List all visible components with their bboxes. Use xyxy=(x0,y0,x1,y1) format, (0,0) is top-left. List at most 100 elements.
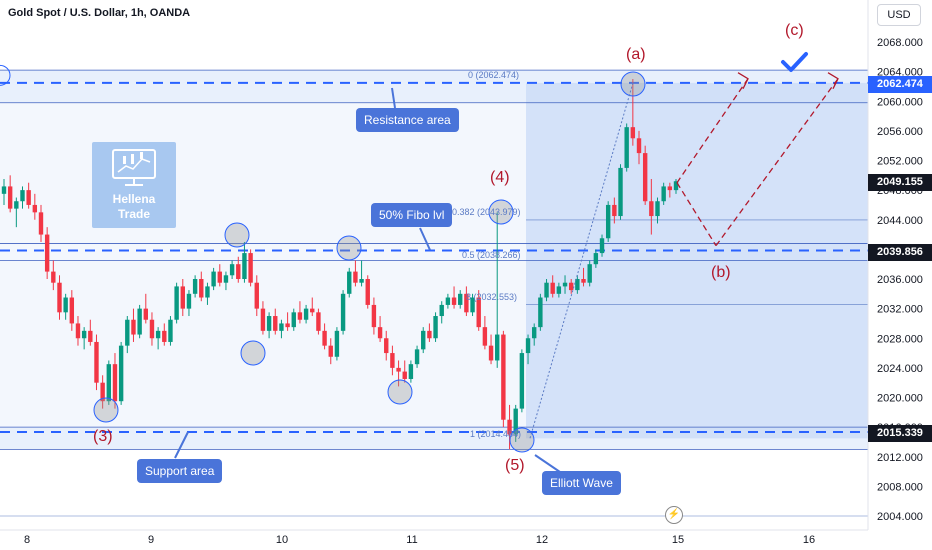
candle-body xyxy=(310,308,315,313)
candle xyxy=(192,275,198,298)
candle-body xyxy=(112,364,118,402)
candle-body xyxy=(211,271,216,287)
fib-label-1: 1 (2014.484) xyxy=(470,429,522,439)
candle-body xyxy=(125,319,130,346)
candle-body xyxy=(445,297,451,305)
candle xyxy=(303,304,309,324)
candle xyxy=(384,330,389,361)
candle-body xyxy=(673,181,679,191)
candle-body xyxy=(118,345,124,402)
candle-body xyxy=(581,279,586,283)
candle-body xyxy=(1,186,7,194)
candle xyxy=(347,267,352,298)
candle-body xyxy=(525,338,531,354)
candle-body xyxy=(575,279,580,291)
candle xyxy=(1,179,7,205)
candle-body xyxy=(180,286,185,309)
candle xyxy=(568,279,574,294)
candle xyxy=(661,182,666,205)
candle-body xyxy=(439,304,444,317)
candle-body xyxy=(359,279,364,283)
candle xyxy=(538,293,543,331)
candle-body xyxy=(143,308,148,320)
candle xyxy=(273,308,278,335)
candle xyxy=(390,345,395,376)
logo-line1: Hellena xyxy=(112,192,156,206)
wave-label-a: (a) xyxy=(626,46,646,63)
candle-body xyxy=(75,323,81,339)
candle-body xyxy=(81,330,87,339)
candle-body xyxy=(69,297,75,324)
candle-body xyxy=(562,282,568,287)
candle-body xyxy=(507,419,512,435)
candle xyxy=(217,264,222,287)
fib-label-382: 0.382 (2043.979) xyxy=(452,207,521,217)
candle-body xyxy=(593,253,599,265)
candle-body xyxy=(149,319,155,339)
candle-body xyxy=(655,201,660,217)
projection-alt xyxy=(676,78,749,184)
y-tick-label: 2060.000 xyxy=(877,96,923,108)
wave-circle-5 xyxy=(488,199,514,225)
fib-label-618: 8 (2032.553) xyxy=(466,292,518,302)
wave-label-c: (c) xyxy=(785,22,804,39)
candle xyxy=(673,179,679,194)
candle xyxy=(199,271,204,302)
candle xyxy=(593,249,599,268)
candle-body xyxy=(57,282,62,313)
candle xyxy=(636,130,642,165)
candle xyxy=(180,279,185,317)
lightning-icon[interactable]: ⚡ xyxy=(665,506,683,524)
candle-body xyxy=(291,312,296,328)
y-tick-label: 2008.000 xyxy=(877,481,923,493)
candle xyxy=(470,293,475,317)
logo-line2: Trade xyxy=(117,207,150,221)
candle-body xyxy=(421,330,426,350)
candle-body xyxy=(451,297,457,305)
candle xyxy=(421,327,426,354)
candle xyxy=(501,330,506,428)
candle-body xyxy=(94,341,99,383)
candle xyxy=(495,212,500,368)
candle-body xyxy=(433,316,438,339)
candle-body xyxy=(266,316,272,331)
overlay-layer xyxy=(0,52,839,473)
candle xyxy=(310,297,315,317)
candle xyxy=(186,290,192,317)
candle xyxy=(439,301,444,324)
candle xyxy=(612,197,617,224)
candle-body xyxy=(501,334,506,420)
fib-label-0: 0 (2062.474) xyxy=(468,70,520,80)
candle xyxy=(106,360,112,405)
candle-body xyxy=(636,138,642,154)
y-tick-label: 2068.000 xyxy=(877,37,923,49)
candle-body xyxy=(205,286,210,298)
currency-button[interactable]: USD xyxy=(877,4,921,26)
candle-body xyxy=(44,234,50,272)
candle xyxy=(88,319,93,346)
candle-body xyxy=(402,371,407,379)
candle-body xyxy=(7,186,13,209)
candle xyxy=(63,293,68,320)
candle xyxy=(618,164,623,220)
elliott-callout-arrow xyxy=(534,454,561,473)
candle-body xyxy=(223,275,229,283)
candle-body xyxy=(612,204,617,217)
wave-label-5: (5) xyxy=(505,457,525,474)
candle xyxy=(20,186,25,209)
candle xyxy=(433,312,438,342)
candle xyxy=(445,293,451,309)
candle xyxy=(51,260,56,291)
candle-body xyxy=(476,297,481,328)
candle xyxy=(137,304,142,339)
candle xyxy=(14,197,19,228)
wave-label-3: (3) xyxy=(93,428,113,445)
candle-body xyxy=(236,264,241,279)
price-tag-support: 2015.339 xyxy=(868,425,932,442)
candle xyxy=(667,182,673,198)
x-tick-label: 15 xyxy=(672,534,684,546)
y-tick-label: 2004.000 xyxy=(877,511,923,523)
arrow-head-c xyxy=(827,72,839,90)
